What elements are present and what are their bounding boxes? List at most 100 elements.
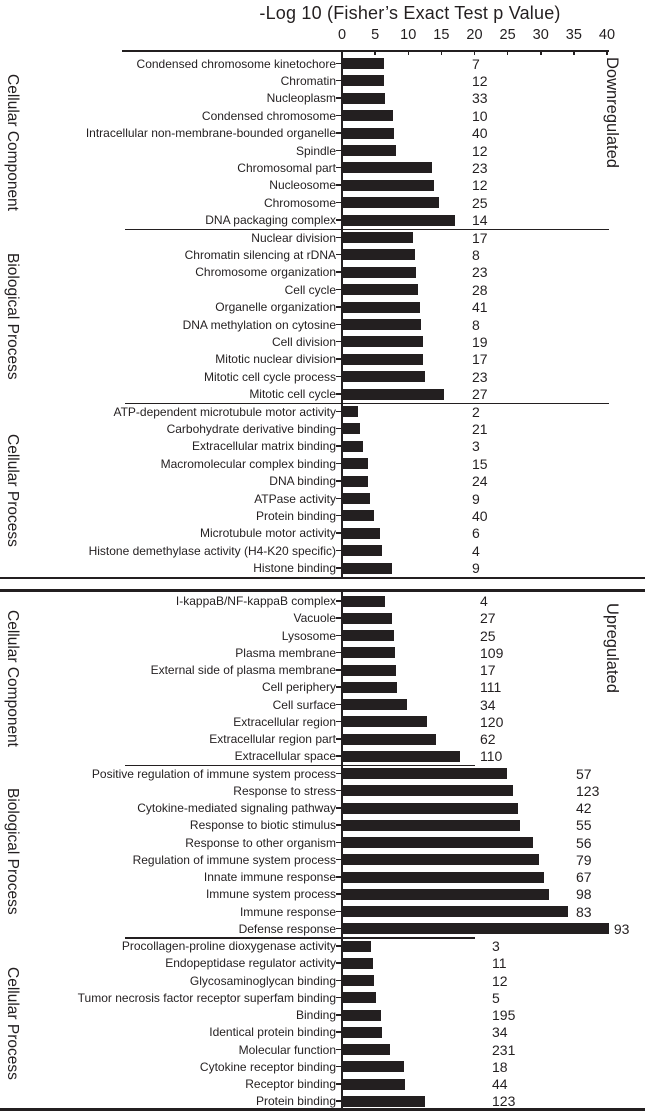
bar (342, 110, 393, 122)
category-tick-mark (336, 1065, 342, 1068)
bar-count: 19 (472, 333, 488, 350)
category-tick-mark (336, 651, 342, 654)
bar-label: Vacuole (293, 611, 336, 626)
bar (342, 630, 394, 641)
bar-label: Regulation of immune system process (132, 852, 336, 867)
bar-label: DNA packaging complex (205, 213, 336, 228)
bar-count: 25 (472, 194, 488, 211)
bar-count: 12 (492, 972, 508, 989)
category-tick-mark (336, 686, 342, 688)
bar (342, 388, 444, 400)
category-group-label: Cellular Process (4, 967, 21, 1081)
bar (342, 957, 373, 969)
bar-count: 3 (492, 938, 500, 954)
bar (342, 699, 407, 710)
category-tick-mark (336, 549, 342, 552)
category-tick-mark (336, 514, 342, 517)
x-axis-tick-label: 35 (565, 27, 582, 43)
bar (342, 179, 434, 191)
y-axis-line (341, 49, 343, 577)
bar-label: Response to stress (233, 783, 336, 798)
category-tick-mark (336, 323, 342, 325)
category-tick-mark (336, 841, 342, 843)
category-tick-mark (336, 532, 342, 534)
bar-count: 57 (576, 765, 592, 782)
bar-count: 4 (480, 593, 488, 609)
bar-count: 42 (576, 800, 592, 816)
bar (342, 527, 381, 539)
category-tick-mark (336, 738, 342, 740)
group-divider-line (125, 764, 475, 766)
bar (342, 612, 393, 624)
category-tick-mark (336, 375, 342, 378)
bar (342, 92, 385, 104)
category-tick-mark (336, 927, 342, 930)
category-tick-mark (336, 824, 342, 826)
bar (342, 562, 392, 574)
category-tick-mark (336, 910, 342, 912)
bar (342, 58, 385, 69)
bar-count: 23 (472, 159, 488, 176)
category-group-label: Biological Process (4, 252, 21, 380)
category-tick-mark (336, 236, 342, 238)
bar-count: 120 (480, 713, 504, 730)
bar (342, 127, 395, 139)
bar-label: Histone binding (253, 561, 336, 576)
bar (342, 353, 424, 365)
bar (342, 975, 374, 986)
x-axis-tick-label: 5 (371, 27, 380, 43)
bar (342, 406, 359, 417)
bar-count: 40 (472, 507, 488, 524)
bar (342, 940, 371, 952)
category-tick-mark (336, 358, 342, 360)
bar-label: ATP-dependent microtubule motor activity (113, 404, 336, 419)
bar-count: 28 (472, 281, 488, 298)
bar-count: 55 (576, 817, 592, 834)
bar-label: Response to biotic stimulus (189, 818, 336, 833)
x-axis-tick-mark (374, 50, 376, 55)
category-tick-mark (336, 462, 342, 465)
bar (342, 232, 414, 243)
bar-count: 34 (492, 1024, 508, 1041)
bar-count: 11 (492, 955, 507, 972)
category-tick-mark (336, 600, 342, 602)
bar-count: 12 (472, 177, 488, 194)
bar-count: 123 (576, 782, 600, 799)
bar-count: 18 (492, 1058, 508, 1075)
bar-count: 10 (472, 107, 488, 124)
bar (342, 145, 396, 156)
category-tick-mark (336, 634, 342, 636)
category-tick-mark (336, 410, 342, 412)
category-tick-mark (336, 669, 342, 671)
bar-label: Mitotic cell cycle (249, 387, 336, 402)
bar-count: 231 (492, 1041, 516, 1058)
bar-count: 98 (576, 886, 592, 903)
bar-label: Endopeptidase regulator activity (165, 956, 336, 971)
category-tick-mark (336, 858, 342, 861)
bar-label: Cell division (271, 334, 336, 349)
bar-count: 3 (472, 438, 480, 455)
bar-label: Cytokine-mediated signaling pathway (137, 801, 336, 815)
bar-count: 17 (480, 662, 496, 678)
chart-bottom-line (0, 1108, 645, 1111)
bar-label: Immune system process (205, 887, 336, 902)
x-axis-tick-mark (407, 50, 409, 55)
bar-count: 40 (472, 125, 488, 142)
category-group-label: Cellular Component (4, 610, 21, 748)
bar (342, 1095, 426, 1107)
bar-label: Extracellular matrix binding (191, 439, 336, 454)
bar-label: Receptor binding (245, 1077, 336, 1091)
bar-count: 2 (472, 403, 480, 420)
bar (342, 510, 375, 522)
bar (342, 906, 569, 917)
category-tick-mark (336, 807, 342, 809)
bar-label: Chromosome organization (195, 265, 336, 280)
category-tick-mark (336, 166, 342, 169)
bar (342, 802, 519, 814)
category-tick-mark (336, 219, 342, 221)
category-tick-mark (336, 1048, 342, 1050)
bar-count: 27 (480, 610, 496, 627)
category-tick-mark (336, 1031, 342, 1033)
bar-count: 109 (480, 644, 504, 661)
bar (342, 214, 456, 226)
